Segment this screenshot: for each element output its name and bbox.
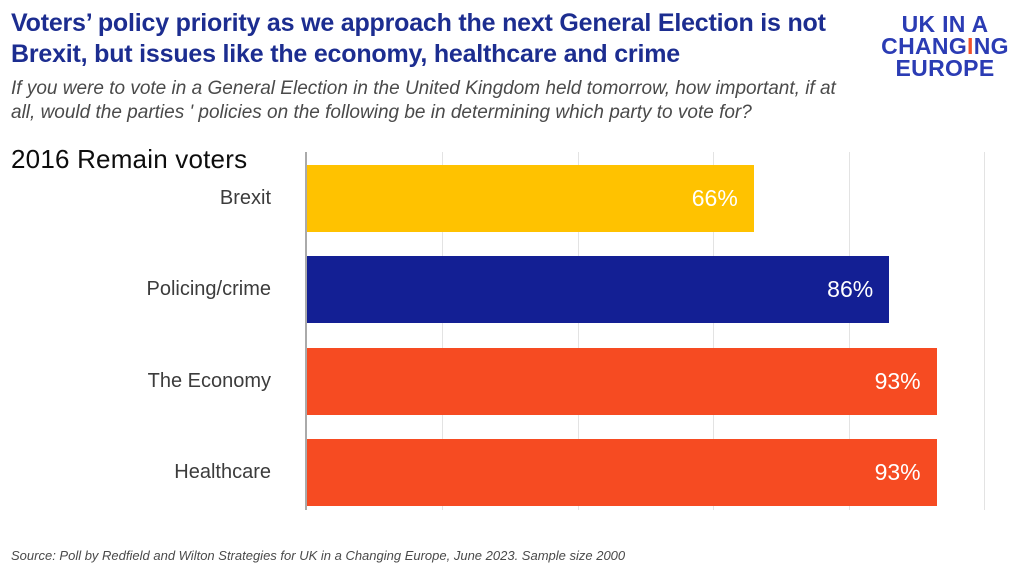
bar: 86% bbox=[307, 256, 890, 323]
bar-value-label: 93% bbox=[874, 368, 921, 394]
logo-letter: A bbox=[914, 33, 932, 59]
gridline-20 bbox=[442, 152, 444, 510]
bar: 93% bbox=[307, 439, 937, 506]
category-label: Policing/crime bbox=[146, 278, 271, 300]
bar: 93% bbox=[307, 348, 937, 415]
logo-line-1: UK IN A bbox=[901, 11, 989, 37]
page-title-line-1: Voters’ policy priority as we approach t… bbox=[11, 9, 826, 37]
category-labels-column: Brexit Policing/crime The Economy Healthcar… bbox=[0, 152, 289, 510]
logo-line-2: CHANGING bbox=[870, 33, 1020, 59]
category-label: The Economy bbox=[147, 370, 271, 392]
bar-value-label: 66% bbox=[691, 185, 738, 211]
survey-question-line-2: all, would the parties ' policies on the… bbox=[11, 102, 752, 123]
category-label: Brexit bbox=[219, 187, 271, 209]
page-title-line-2: Brexit, but issues like the economy, hea… bbox=[11, 40, 680, 68]
page-title: Voters’ policy priority as we approach t… bbox=[11, 8, 866, 70]
logo-letter: C bbox=[881, 33, 899, 59]
logo-letter: G bbox=[990, 33, 1009, 59]
category-label: Healthcare bbox=[174, 461, 271, 483]
ukice-logo: UK IN A CHANGING EUROPE bbox=[870, 11, 1020, 81]
logo-letter: G bbox=[948, 33, 968, 59]
logo-letter: N bbox=[973, 33, 991, 59]
bar-value-label: 93% bbox=[874, 459, 921, 485]
gridline-40 bbox=[577, 152, 579, 510]
bar-value-label: 86% bbox=[827, 276, 874, 302]
logo-line-3: EUROPE bbox=[895, 55, 995, 81]
survey-question-line-1: If you were to vote in a General Electio… bbox=[11, 78, 836, 99]
logo-letter: N bbox=[931, 33, 949, 59]
source-note: Source: Poll by Redfield and Wilton Stra… bbox=[11, 548, 626, 563]
gridline-80 bbox=[848, 152, 850, 510]
survey-question: If you were to vote in a General Electio… bbox=[11, 77, 871, 125]
gridline-100 bbox=[984, 152, 985, 510]
logo-letter-accent: I bbox=[967, 33, 974, 59]
chart-heading: 2016 Remain voters bbox=[11, 144, 248, 174]
logo-letter: H bbox=[898, 33, 915, 59]
gridline-60 bbox=[713, 152, 715, 510]
bar: 66% bbox=[307, 165, 754, 232]
bar-chart-plot: 66% 86% 93% 93% bbox=[305, 152, 985, 510]
